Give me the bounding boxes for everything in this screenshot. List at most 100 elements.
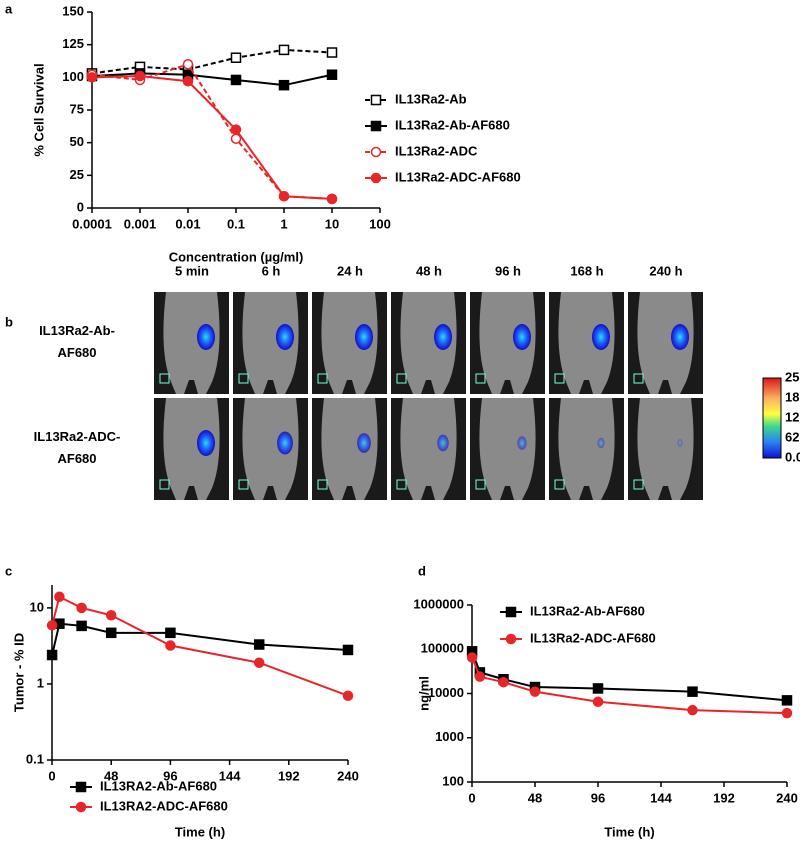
- x-tick-label: 192: [278, 768, 300, 783]
- chart: 0 25 50 75 100 125 150 0.0001 0.001 0.01 0.1 1 10 100…: [31, 3, 520, 264]
- roi-box: [159, 373, 170, 384]
- time-label: 48 h: [416, 263, 442, 278]
- imaging-panel: 5 min 6 h 24 h 48 h 96 h 168 h 240 h IL13Ra2-Ab…: [34, 263, 800, 500]
- marker: [498, 676, 509, 688]
- marker: [105, 610, 117, 621]
- mouse-body: [558, 398, 615, 500]
- series-line: [471, 650, 788, 702]
- marker: [230, 74, 242, 86]
- x-tick-label: 1: [280, 216, 287, 231]
- y-tick-label: 50: [70, 134, 84, 149]
- x-tick-label: 96: [163, 768, 177, 783]
- y-tick-label: 1000000: [413, 596, 464, 611]
- marker: [278, 79, 290, 91]
- chart: 0.1 1 10 0 48 96 144 192 240 Time (h) Tumor - % ID…: [11, 585, 359, 839]
- series-line: [91, 48, 333, 75]
- x-tick-label: 144: [650, 790, 672, 805]
- marker: [326, 47, 338, 58]
- time-label: 6 h: [262, 263, 281, 278]
- legend-marker: [505, 633, 517, 645]
- x-axis-label: Time (h): [175, 824, 225, 839]
- legend-marker: [75, 781, 87, 793]
- mouse-body: [637, 398, 694, 500]
- marker: [781, 695, 793, 706]
- x-tick-label: 96: [591, 790, 605, 805]
- series-line: [91, 75, 333, 200]
- legend-label: IL13Ra2-Ab-AF680: [530, 603, 645, 618]
- legend-marker: [370, 146, 382, 158]
- roi-box: [238, 479, 249, 490]
- marker: [46, 649, 58, 661]
- legend-marker: [370, 172, 382, 184]
- series-line: [471, 657, 788, 715]
- x-tick-label: 10: [325, 216, 339, 231]
- legend-marker: [505, 606, 517, 618]
- row-label: IL13Ra2-Ab-AF680: [39, 323, 115, 360]
- marker: [182, 76, 194, 87]
- time-label: 240 h: [649, 263, 682, 278]
- legend-label: IL13Ra2-ADC-AF680: [530, 630, 656, 645]
- tumor-signal: [677, 439, 683, 447]
- y-tick-label: 0: [77, 199, 84, 214]
- marker: [105, 627, 117, 639]
- mouse-body: [321, 292, 378, 394]
- colorbar-tick-label: 250.00: [785, 369, 800, 384]
- y-tick-label: 100000: [421, 641, 464, 656]
- y-tick-label: 125: [62, 36, 84, 51]
- roi-box: [238, 373, 249, 384]
- series-line: [91, 72, 333, 87]
- marker: [278, 190, 290, 202]
- marker: [182, 59, 194, 70]
- mouse-body: [637, 292, 694, 394]
- panel-label: a: [5, 1, 13, 16]
- marker: [134, 70, 146, 82]
- y-tick-label: 75: [70, 101, 84, 116]
- legend-label: IL13RA2-Ab-AF680: [100, 778, 217, 793]
- marker: [54, 591, 65, 603]
- y-axis-label: % Cell Survival: [31, 63, 46, 156]
- colorbar-tick-label: 187.50: [785, 389, 800, 404]
- x-tick-label: 240: [337, 768, 359, 783]
- x-tick-label: 192: [713, 790, 735, 805]
- tumor-signal: [592, 324, 610, 350]
- x-tick-label: 0: [468, 790, 475, 805]
- legend-label: IL13Ra2-Ab-AF680: [395, 117, 510, 132]
- x-axis-label: Time (h): [604, 824, 654, 839]
- legend-marker: [75, 801, 87, 813]
- legend-label: IL13Ra2-Ab: [395, 91, 467, 106]
- marker: [86, 72, 98, 83]
- row-label: IL13Ra2-ADC-AF680: [34, 429, 121, 466]
- time-label: 96 h: [495, 263, 521, 278]
- tumor-signal: [437, 434, 449, 452]
- tumor-signal: [355, 324, 373, 350]
- tumor-signal: [277, 431, 293, 455]
- legend-marker: [370, 94, 382, 106]
- y-tick-label: 0.1: [26, 751, 44, 766]
- marker: [687, 686, 698, 697]
- tumor-signal: [276, 324, 294, 350]
- mouse-body: [400, 398, 457, 500]
- x-tick-label: 48: [104, 768, 118, 783]
- marker: [165, 627, 176, 639]
- y-tick-label: 100: [62, 69, 84, 84]
- colorbar-tick-label: 62.50: [785, 429, 800, 444]
- x-tick-label: 0.0001: [72, 216, 112, 231]
- tumor-signal: [597, 437, 605, 449]
- colorbar: [762, 377, 782, 459]
- marker: [592, 683, 604, 694]
- y-tick-label: 10000: [428, 685, 464, 700]
- series-line: [91, 63, 333, 200]
- marker: [76, 620, 87, 632]
- roi-box: [396, 479, 407, 490]
- marker: [592, 696, 604, 708]
- marker: [76, 602, 87, 614]
- x-tick-label: 0.001: [124, 216, 157, 231]
- y-axis-label: ng/ml: [416, 676, 431, 711]
- marker: [687, 704, 698, 716]
- roi-box: [396, 373, 407, 384]
- x-tick-label: 48: [528, 790, 542, 805]
- legend-marker: [370, 120, 382, 132]
- marker: [230, 124, 242, 135]
- colorbar-tick-label: 0.00: [785, 449, 800, 464]
- tumor-signal: [197, 430, 215, 456]
